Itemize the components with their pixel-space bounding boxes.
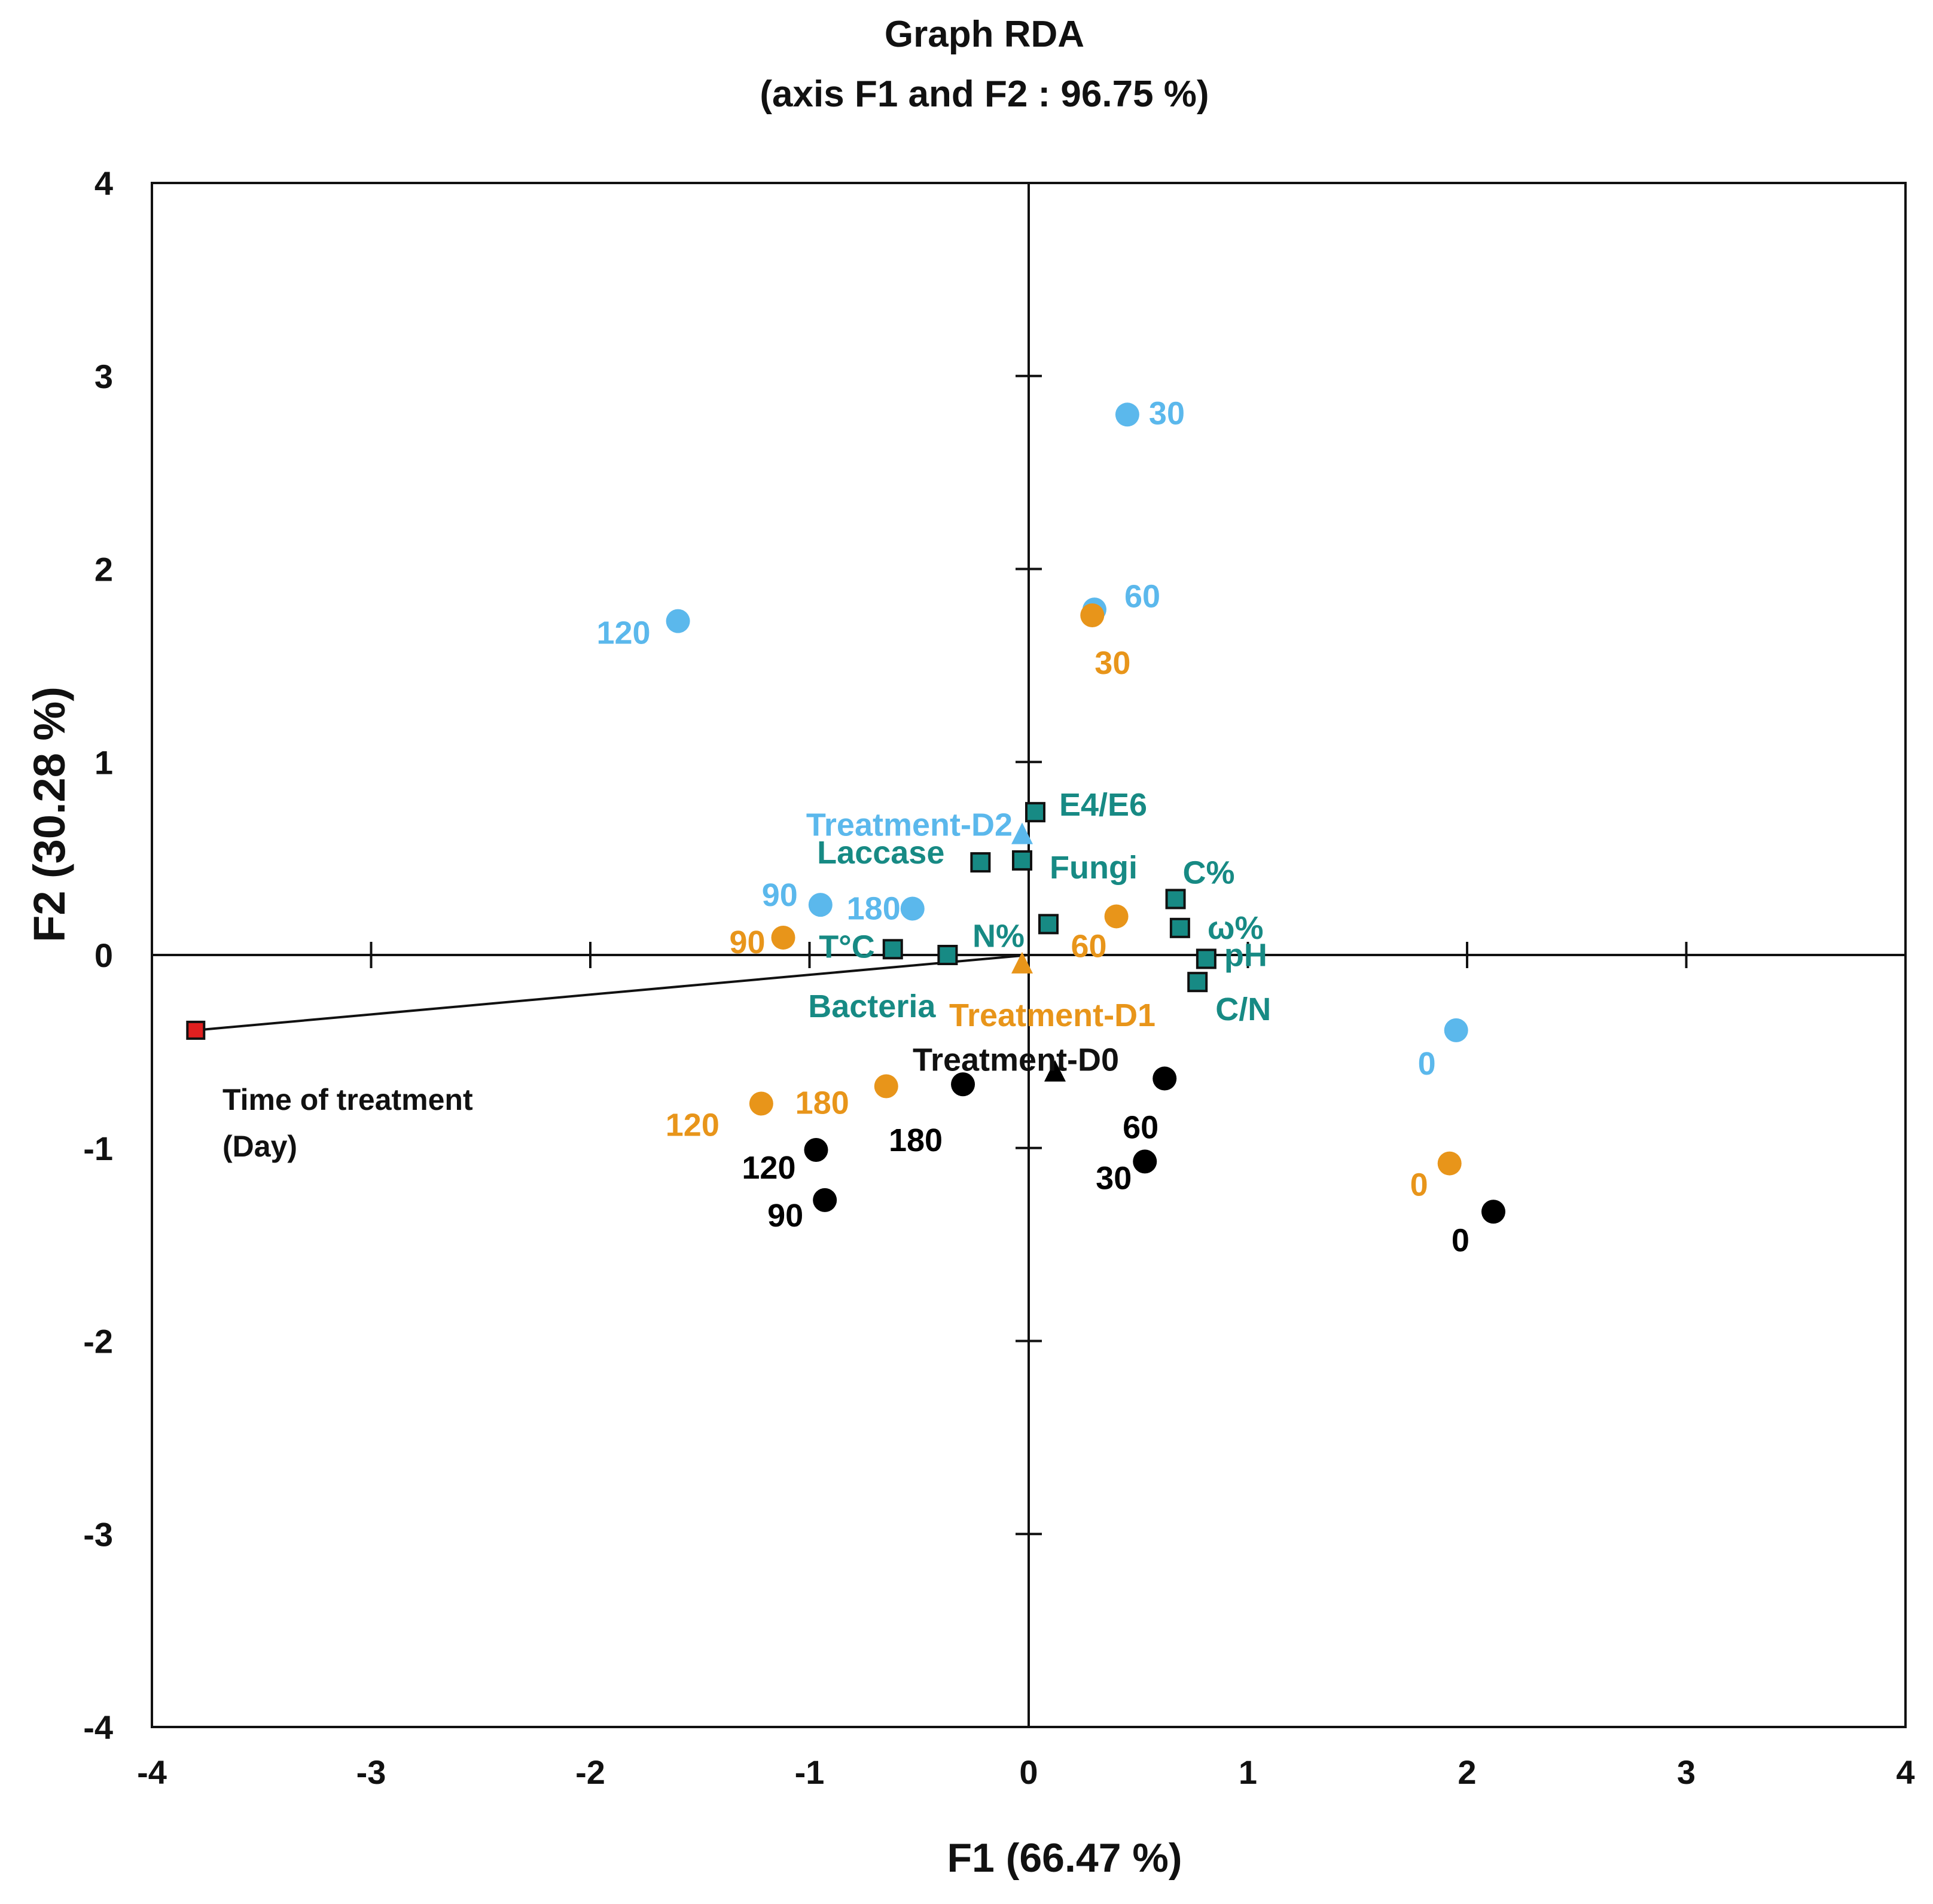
points-layer (666, 402, 1505, 1224)
x-axis-label: F1 (66.47 %) (947, 1835, 1182, 1881)
observation-label-d0-60: 60 (1123, 1110, 1158, 1146)
observation-point-d2-180 (900, 896, 925, 921)
observation-point-d0-60 (1153, 1066, 1177, 1091)
observation-label-d2-90: 90 (762, 877, 798, 913)
x-tick-label: -4 (137, 1753, 167, 1791)
observation-label-d0-0: 0 (1452, 1222, 1469, 1258)
variable-marker (1169, 917, 1190, 938)
x-tick-label: -3 (356, 1753, 386, 1791)
centroid-label-d0: Treatment-D0 (913, 1042, 1119, 1078)
x-tick-label: 2 (1458, 1753, 1476, 1791)
observation-point-d2-30 (1115, 402, 1139, 427)
x-tick-label: 4 (1896, 1753, 1914, 1791)
chart-title: Graph RDA (885, 14, 1084, 55)
observation-label-d1-90: 90 (729, 924, 765, 960)
time-of-treatment-label: Time of treatment (222, 1083, 473, 1116)
x-tick-label: 1 (1239, 1753, 1257, 1791)
centroid-marker-d1 (1011, 951, 1033, 974)
y-axis-label: F2 (30.28 %) (25, 686, 74, 942)
x-tick-label: 3 (1677, 1753, 1696, 1791)
time-of-treatment-marker (186, 1020, 206, 1040)
x-tick-label: 0 (1019, 1753, 1038, 1791)
y-tick-label: -2 (83, 1323, 113, 1360)
variable-marker (1025, 802, 1045, 823)
observation-point-d1-30 (1080, 603, 1105, 627)
variable-label: pH (1224, 937, 1267, 973)
observation-label-d1-120: 120 (666, 1107, 719, 1143)
variable-marker (1187, 972, 1208, 993)
y-tick-label: -4 (83, 1708, 113, 1746)
observation-label-d2-180: 180 (847, 891, 901, 927)
observation-label-d0-90: 90 (767, 1198, 803, 1234)
observation-point-d2-90 (808, 893, 833, 917)
variable-label: Laccase (817, 835, 944, 871)
observation-label-d2-60: 60 (1124, 578, 1160, 614)
observation-point-d2-0 (1444, 1018, 1468, 1042)
observation-point-d0-0 (1481, 1200, 1505, 1224)
centroid-label-d1: Treatment-D1 (949, 997, 1155, 1033)
variable-marker (882, 939, 903, 960)
observation-point-d1-120 (749, 1091, 773, 1116)
y-tick-label: -3 (83, 1515, 113, 1553)
variable-label: T°C (819, 929, 875, 965)
observation-point-d0-90 (813, 1188, 837, 1212)
observation-label-d2-120: 120 (596, 615, 650, 651)
observation-label-d2-30: 30 (1149, 395, 1185, 431)
centroid-label-d2: Treatment-D2 (806, 807, 1013, 843)
observation-point-d1-0 (1437, 1151, 1462, 1176)
centroid-marker-d0 (1044, 1060, 1066, 1082)
y-tick-label: 2 (94, 551, 113, 588)
y-tick-label: -1 (83, 1130, 113, 1167)
variable-marker (1012, 850, 1033, 871)
variable-label: ω% (1208, 910, 1264, 946)
observation-label-d1-180: 180 (795, 1085, 849, 1121)
tick-layer: -4 -3 -2 -1 0 1 2 3 4 -4 -3 -2 -1 0 1 2 3 4 (83, 164, 1914, 1791)
supplementary-layer (186, 954, 1029, 1040)
observation-point-d1-60 (1104, 904, 1129, 929)
observation-point-d0-120 (804, 1137, 828, 1162)
observation-label-d1-0: 0 (1410, 1167, 1428, 1203)
observation-point-d1-90 (771, 925, 795, 950)
variable-label: N% (972, 918, 1025, 954)
variable-label: E4/E6 (1059, 787, 1147, 823)
y-tick-label: 3 (94, 358, 113, 395)
x-tick-label: -1 (795, 1753, 825, 1791)
variable-marker (1038, 914, 1059, 935)
variable-marker (1196, 948, 1216, 969)
centroid-marker-d2 (1011, 822, 1033, 844)
observation-point-d1-180 (874, 1074, 898, 1099)
observation-label-d1-60: 60 (1071, 928, 1107, 964)
variable-marker (937, 945, 958, 965)
observation-label-d2-0: 0 (1418, 1046, 1436, 1082)
x-tick-label: -2 (575, 1753, 605, 1791)
time-of-treatment-unit: (Day) (222, 1130, 297, 1163)
observation-point-d0-30 (1133, 1149, 1157, 1174)
observation-label-d0-180: 180 (889, 1122, 943, 1158)
y-tick-label: 1 (94, 743, 113, 781)
variable-marker (970, 852, 991, 873)
variable-label: C/N (1215, 991, 1271, 1027)
observation-point-d0-180 (951, 1072, 975, 1097)
variable-label: Fungi (1050, 850, 1138, 886)
y-tick-label: 0 (94, 936, 113, 974)
labels-layer: Time of treatment (Day) 30 60 120 90 180 0 30 90 6… (222, 395, 1469, 1258)
observation-point-d2-120 (666, 609, 690, 633)
observation-label-d0-30: 30 (1096, 1160, 1132, 1196)
variable-label: Bacteria (808, 988, 936, 1024)
variable-label: C% (1183, 855, 1235, 890)
time-of-treatment-vector (196, 954, 1029, 1032)
y-tick-label: 4 (94, 164, 113, 202)
observation-label-d0-120: 120 (742, 1150, 795, 1186)
variable-marker (1165, 889, 1186, 910)
observation-label-d1-30: 30 (1094, 645, 1130, 681)
chart-subtitle: (axis F1 and F2 : 96.75 %) (760, 74, 1209, 115)
